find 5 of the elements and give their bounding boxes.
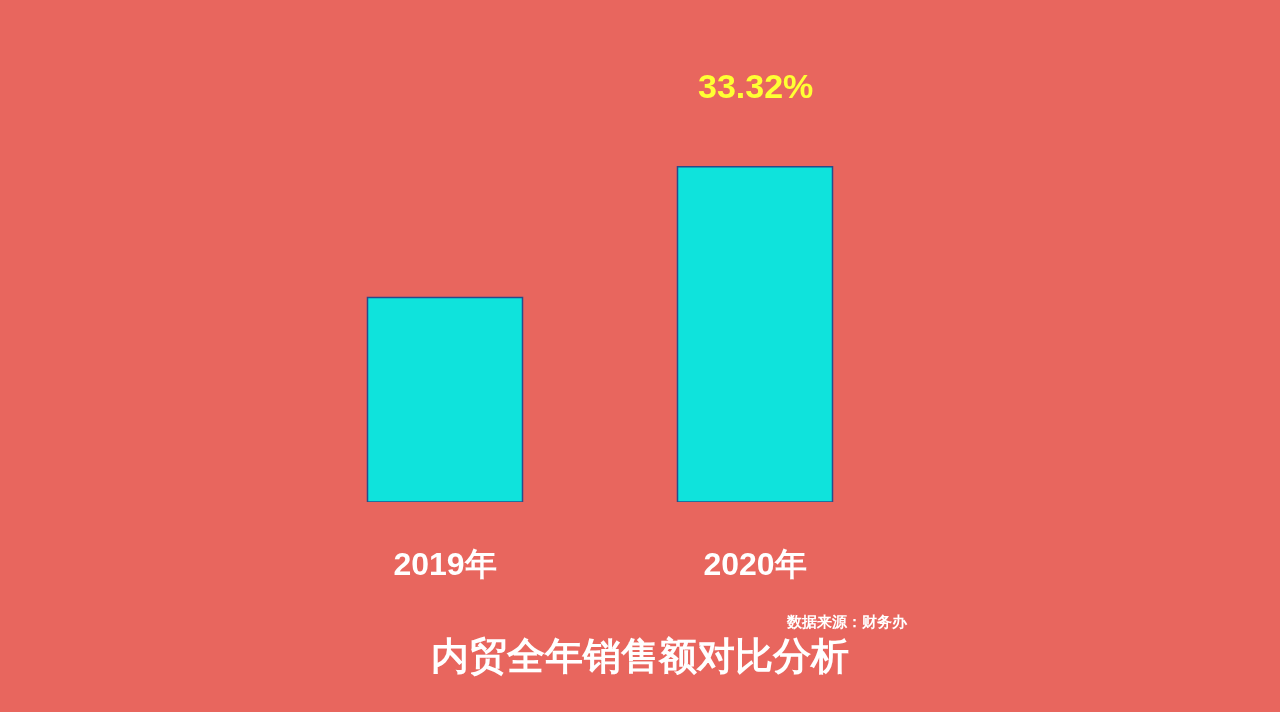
- x-tick-label: 2020年: [703, 546, 807, 582]
- x-tick-label: 2019年: [393, 546, 497, 582]
- annotation: 33.32%: [698, 67, 814, 105]
- text: 内贸全年销售额对比分析: [431, 635, 849, 678]
- source-note: 数据来源：财务办: [786, 613, 908, 630]
